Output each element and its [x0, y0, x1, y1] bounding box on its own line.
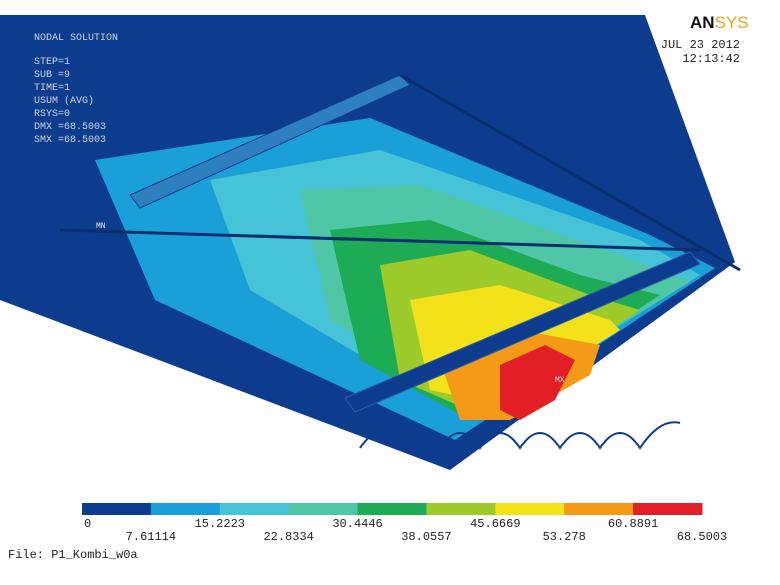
legend-band: [633, 503, 703, 515]
legend-label: 53.278: [543, 530, 586, 544]
logo-an: AN: [690, 13, 715, 32]
max-marker: MX: [555, 376, 565, 385]
frame: [59, 228, 701, 252]
legend-label: 45.6669: [470, 517, 520, 531]
header-line: USUM (AVG): [34, 95, 94, 107]
time: 12:13:42: [682, 52, 740, 66]
legend-band: [564, 503, 634, 515]
header-line: DMX =68.5003: [34, 122, 106, 133]
legend-band: [357, 503, 427, 515]
logo-sys: SYS: [715, 13, 749, 32]
model: MN MX: [0, 15, 741, 470]
legend-band: [495, 503, 565, 515]
header-line: SMX =68.5003: [34, 135, 106, 146]
logo: ANSYS: [690, 13, 749, 32]
legend-band: [426, 503, 496, 515]
header-title: NODAL SOLUTION: [34, 33, 118, 44]
min-marker: MN: [96, 222, 106, 231]
header-line: RSYS=0: [34, 109, 70, 120]
legend-label: 30.4446: [332, 517, 382, 531]
legend-band: [82, 503, 152, 515]
beam: [129, 74, 411, 209]
header-line: SUB =9: [34, 70, 70, 81]
header-line: TIME=1: [34, 83, 70, 94]
legend-label: 0: [84, 517, 91, 531]
legend-label: 38.0557: [401, 530, 451, 544]
legend: 0 7.61114 15.2223 22.8334 30.4446 38.0557 45.6…: [82, 503, 727, 544]
legend-label: 15.2223: [195, 517, 245, 531]
file-name: File: P1_Kombi_w0a: [8, 548, 138, 562]
legend-band: [219, 503, 290, 515]
wave-edge: [359, 421, 681, 450]
beam: [344, 251, 701, 413]
date: JUL 23 2012: [661, 38, 740, 52]
legend-band: [150, 503, 221, 515]
header-line: STEP=1: [34, 57, 70, 68]
legend-label: 7.61114: [126, 530, 176, 544]
legend-band: [288, 503, 359, 515]
legend-label: 68.5003: [677, 530, 727, 544]
frame: [399, 73, 741, 272]
legend-label: 60.8891: [608, 517, 658, 531]
region-8: [500, 345, 575, 420]
legend-label: 22.8334: [263, 530, 313, 544]
